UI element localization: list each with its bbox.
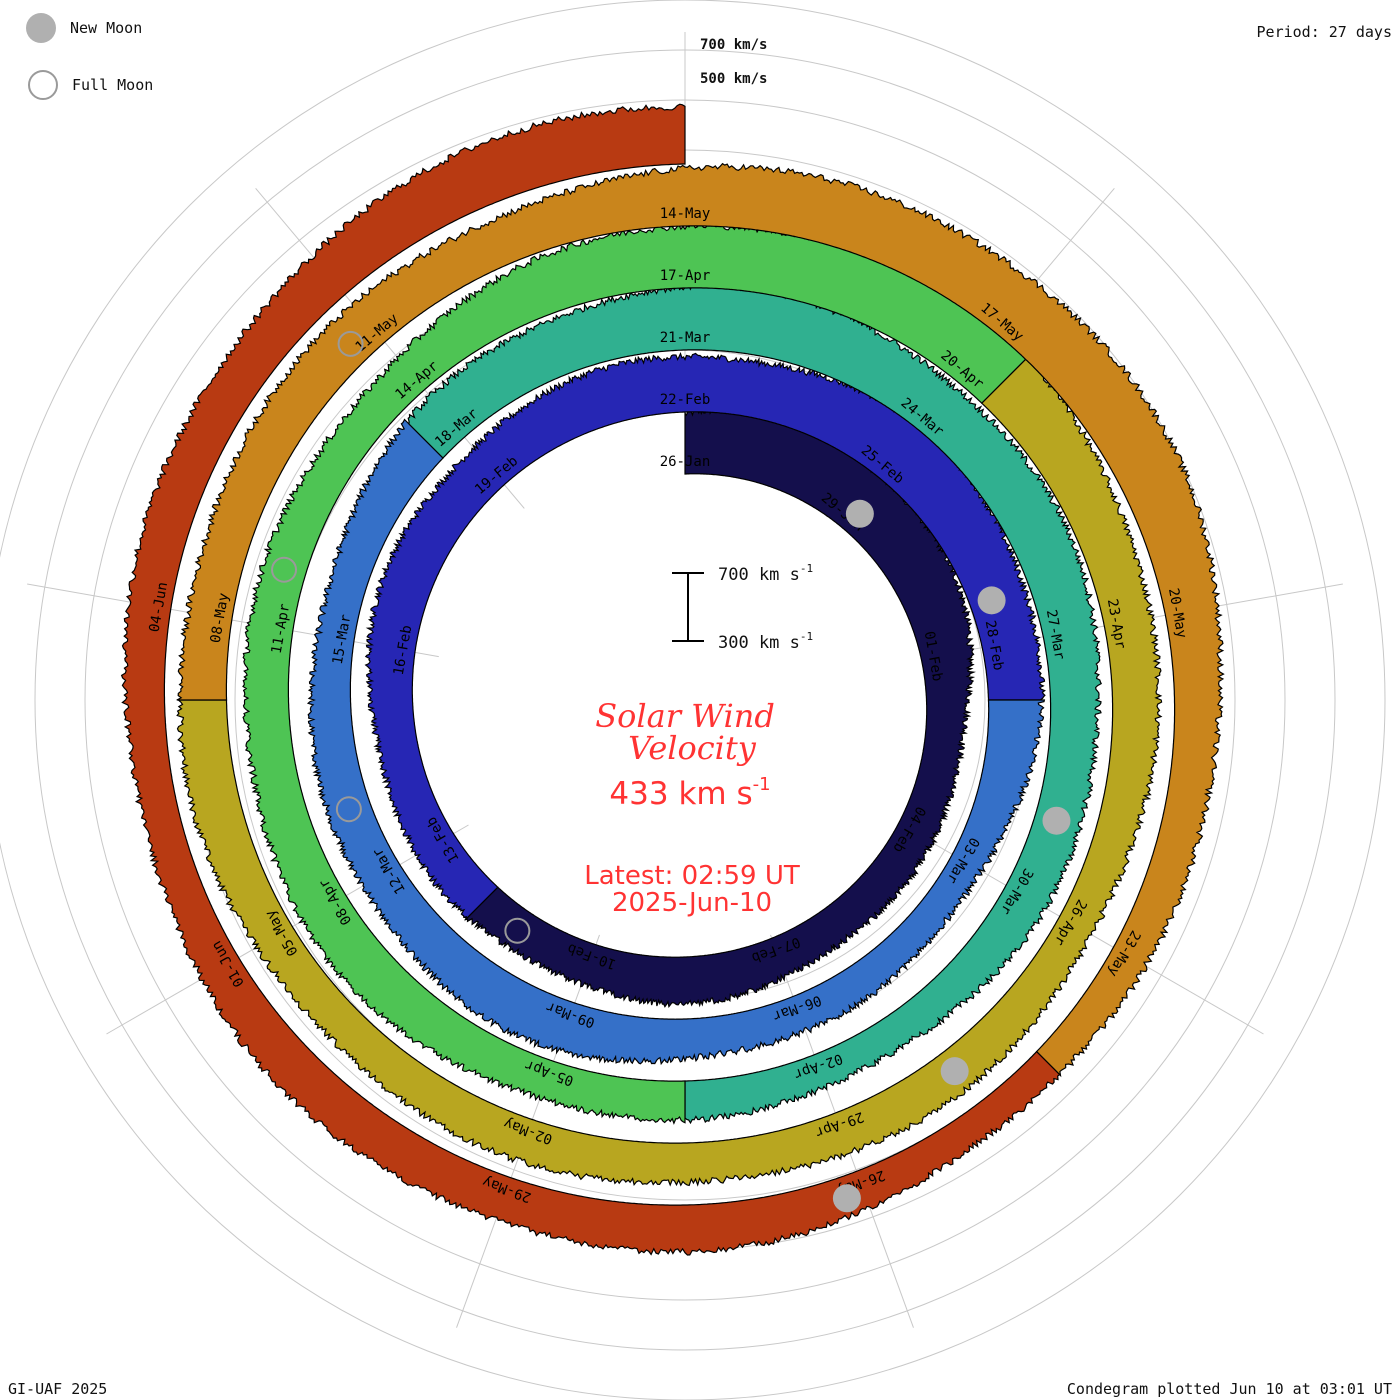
title-line1: Solar Wind [595, 697, 775, 735]
legend-full-moon-label: Full Moon [72, 76, 154, 94]
scale-top-label: 700 km s-1 [718, 562, 813, 585]
new-moon-marker [845, 499, 874, 528]
date-label-14-May: 14-May [660, 206, 711, 222]
current-velocity: 433 km s-1 [609, 774, 770, 812]
date-label-21-Mar: 21-Mar [660, 330, 711, 346]
scale-bar: 700 km s-1 300 km s-1 [672, 562, 813, 653]
full-moon-marker [504, 917, 531, 944]
date-label-26-Jan: 26-Jan [660, 454, 711, 470]
footer-credit: GI-UAF 2025 [8, 1380, 108, 1398]
full-moon-icon [28, 70, 58, 100]
full-moon-marker [271, 556, 298, 583]
ring-label-700: 700 km/s [700, 37, 767, 53]
full-moon-marker [337, 330, 364, 357]
period-label: Period: 27 days [1256, 23, 1392, 41]
new-moon-marker [1042, 806, 1071, 835]
latest-date: 2025-Jun-10 [612, 888, 772, 918]
title-line2: Velocity [628, 729, 757, 767]
date-label-22-Feb: 22-Feb [660, 392, 711, 408]
new-moon-marker [977, 586, 1006, 615]
new-moon-icon [26, 13, 56, 43]
legend-full-moon: Full Moon [28, 70, 153, 100]
full-moon-marker [335, 796, 362, 823]
footer-plot-time: Condegram plotted Jun 10 at 03:01 UT [1066, 1380, 1392, 1398]
rotation-band-8 [120, 103, 1061, 1256]
legend-new-moon: New Moon [26, 13, 142, 43]
legend-new-moon-label: New Moon [70, 19, 143, 37]
ring-label-500: 500 km/s [700, 71, 767, 87]
new-moon-marker [832, 1184, 861, 1213]
moon-markers [271, 330, 1071, 1213]
scale-bottom-label: 300 km s-1 [718, 630, 813, 653]
latest-time: Latest: 02:59 UT [584, 861, 800, 891]
date-label-17-Apr: 17-Apr [660, 268, 711, 284]
velocity-spiral [120, 103, 1225, 1256]
new-moon-marker [940, 1057, 969, 1086]
